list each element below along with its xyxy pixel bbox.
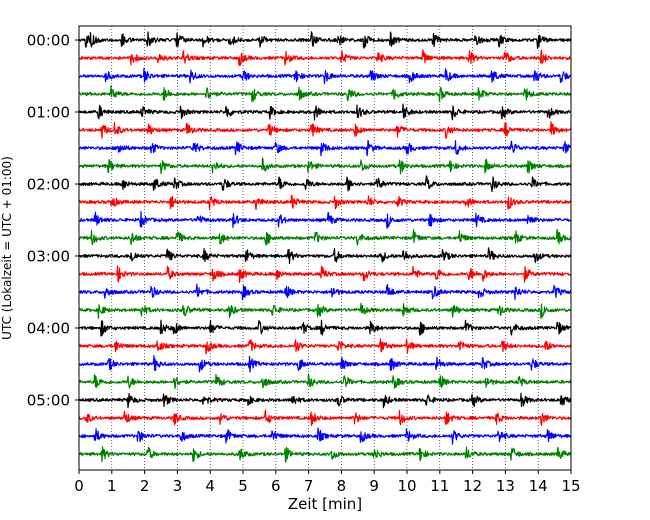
trace-row-0000 [78,31,572,49]
trace-row-0030 [78,67,572,84]
trace-row-0300 [78,247,572,265]
x-tick-label: 15 [561,477,580,495]
trace-row-0245 [78,228,572,246]
trace-row-0430 [78,355,572,373]
trace-row-0100 [78,103,572,121]
x-tick-label: 2 [140,477,150,495]
trace-row-0145 [78,157,572,175]
y-tick-label: 05:00 [27,392,70,410]
trace-row-0045 [78,85,572,103]
x-tick-label: 5 [238,477,248,495]
x-tick-label: 1 [107,477,117,495]
x-tick-label: 13 [496,477,515,495]
x-tick-label: 3 [173,477,183,495]
x-tick-label: 4 [205,477,215,495]
plot-frame [78,25,572,471]
x-tick-label: 10 [397,477,416,495]
trace-row-0400 [78,319,572,337]
x-tick-label: 9 [369,477,379,495]
x-axis-ticks: 0 1 2 3 4 5 6 7 8 9 10 11 12 13 14 15 [74,470,581,495]
y-axis-ticks: 00:00 01:00 02:00 03:00 04:00 05:00 [27,32,79,410]
trace-row-0545 [78,446,572,463]
trace-row-0315 [78,265,572,283]
y-tick-label: 01:00 [27,104,70,122]
trace-row-0230 [78,211,572,229]
trace-row-0415 [78,338,572,355]
y-axis-title: UTC (Lokalzeit = UTC + 01:00) [0,156,14,340]
y-tick-label: 03:00 [27,248,70,266]
y-tick-label: 00:00 [27,32,70,50]
trace-rows [78,31,572,463]
trace-row-0330 [78,283,572,301]
x-tick-label: 7 [304,477,314,495]
trace-row-0515 [78,409,572,427]
trace-row-0500 [78,392,572,409]
x-tick-label: 14 [529,477,548,495]
x-tick-label: 11 [430,477,449,495]
trace-row-0215 [78,194,572,211]
trace-row-0445 [78,373,572,390]
y-tick-label: 04:00 [27,320,70,338]
x-tick-label: 6 [271,477,281,495]
y-tick-label: 02:00 [27,176,70,194]
x-tick-label: 0 [74,477,84,495]
trace-row-0200 [78,175,572,193]
x-gridlines [111,26,539,470]
x-tick-label: 8 [337,477,347,495]
trace-row-0530 [78,427,572,445]
trace-row-0345 [78,302,572,319]
x-tick-label: 12 [463,477,482,495]
trace-row-0015 [78,49,572,67]
x-axis-title: Zeit [min] [288,495,362,513]
trace-row-0130 [78,139,572,157]
trace-row-0115 [78,121,572,140]
